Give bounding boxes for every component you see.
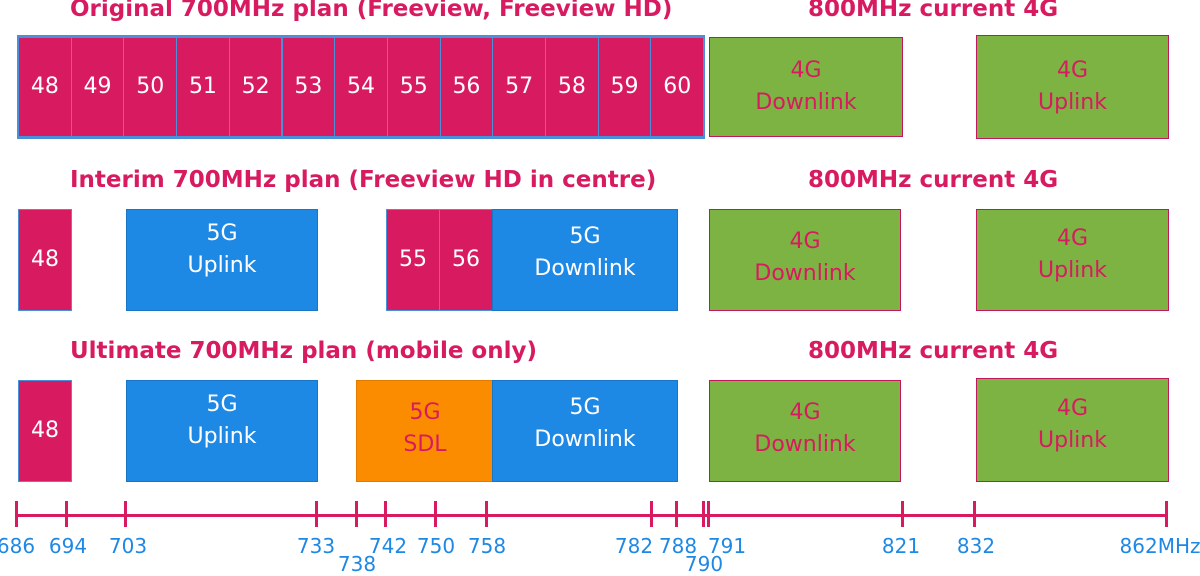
axis-tick-label-686: 686 bbox=[0, 534, 36, 558]
original-800mhz-title: 800MHz current 4G bbox=[808, 0, 1059, 22]
axis-tick-label-832: 832 bbox=[956, 534, 996, 558]
axis-tick-694 bbox=[65, 501, 68, 527]
original-channel-54: 54 bbox=[334, 37, 388, 137]
ultimate-4g-uplink-block: 4G Uplink bbox=[976, 378, 1169, 482]
axis-tick-758 bbox=[485, 501, 488, 527]
original-4g-uplink-label: 4G Uplink bbox=[1038, 58, 1107, 115]
original-channel-52-label: 52 bbox=[241, 74, 270, 99]
axis-tick-label-782: 782 bbox=[614, 534, 654, 558]
original-channel-56: 56 bbox=[439, 37, 494, 137]
interim-plan-title: Interim 700MHz plan (Freeview HD in cent… bbox=[70, 167, 657, 193]
axis-tick-791 bbox=[707, 501, 710, 527]
original-channel-48: 48 bbox=[18, 37, 72, 137]
original-channel-56-label: 56 bbox=[452, 74, 481, 99]
interim-5g-downlink-label: 5G Downlink bbox=[534, 224, 636, 281]
axis-tick-label-758: 758 bbox=[467, 534, 507, 558]
axis-tick-788 bbox=[675, 501, 678, 527]
interim-channel-56: 56 bbox=[439, 209, 493, 311]
ultimate-4g-uplink-label: 4G Uplink bbox=[1038, 396, 1107, 453]
original-channel-57-label: 57 bbox=[505, 74, 534, 99]
ultimate-channel-48-label: 48 bbox=[31, 418, 59, 443]
interim-channel-55-label: 55 bbox=[399, 247, 427, 272]
axis-tick-label-742: 742 bbox=[368, 534, 408, 558]
axis-tick-733 bbox=[315, 501, 318, 527]
original-4g-downlink-label: 4G Downlink bbox=[755, 58, 857, 115]
original-channel-59-label: 59 bbox=[610, 74, 639, 99]
original-channel-55-label: 55 bbox=[399, 74, 428, 99]
interim-5g-uplink-block: 5G Uplink bbox=[126, 209, 318, 311]
original-channel-48-label: 48 bbox=[30, 74, 59, 99]
axis-tick-label-791: 791 bbox=[707, 534, 747, 558]
ultimate-plan-title: Ultimate 700MHz plan (mobile only) bbox=[70, 338, 537, 364]
ultimate-4g-downlink-block: 4G Downlink bbox=[709, 380, 901, 482]
original-channel-51-label: 51 bbox=[188, 74, 217, 99]
axis-tick-862MHz bbox=[1165, 501, 1168, 527]
ultimate-5g-uplink-label: 5G Uplink bbox=[187, 392, 257, 449]
ultimate-5g-sdl-block: 5G SDL bbox=[356, 380, 494, 482]
axis-tick-782 bbox=[650, 501, 653, 527]
interim-4g-uplink-label: 4G Uplink bbox=[1038, 226, 1107, 283]
axis-tick-750 bbox=[434, 501, 437, 527]
interim-4g-downlink-label: 4G Downlink bbox=[754, 229, 856, 286]
ultimate-5g-downlink-label: 5G Downlink bbox=[534, 395, 636, 452]
original-channel-57: 57 bbox=[492, 37, 546, 137]
original-channel-58-label: 58 bbox=[557, 74, 586, 99]
ultimate-4g-downlink-label: 4G Downlink bbox=[754, 400, 856, 457]
original-channel-54-label: 54 bbox=[347, 74, 376, 99]
interim-channel-55: 55 bbox=[386, 209, 440, 311]
axis-tick-label-738: 738 bbox=[337, 552, 377, 576]
original-channel-59: 59 bbox=[597, 37, 652, 137]
interim-4g-downlink-block: 4G Downlink bbox=[709, 209, 901, 311]
original-channel-51: 51 bbox=[176, 37, 230, 137]
ultimate-channel-48: 48 bbox=[18, 380, 72, 482]
original-channel-49: 49 bbox=[70, 37, 125, 137]
axis-tick-703 bbox=[124, 501, 127, 527]
axis-tick-label-862MHz: 862MHz bbox=[1119, 534, 1200, 558]
ultimate-5g-sdl-label: 5G SDL bbox=[403, 400, 447, 457]
original-channel-49-label: 49 bbox=[83, 74, 112, 99]
axis-tick-label-788: 788 bbox=[658, 534, 698, 558]
original-channel-58: 58 bbox=[545, 37, 599, 137]
interim-channel-56-label: 56 bbox=[452, 247, 480, 272]
original-channel-50-label: 50 bbox=[136, 74, 165, 99]
original-channel-55: 55 bbox=[386, 37, 441, 137]
axis-tick-742 bbox=[384, 501, 387, 527]
original-channel-60: 60 bbox=[650, 37, 705, 137]
ultimate-800mhz-title: 800MHz current 4G bbox=[808, 338, 1059, 364]
interim-channel-48: 48 bbox=[18, 209, 72, 311]
frequency-axis-line bbox=[16, 514, 1168, 517]
interim-800mhz-title: 800MHz current 4G bbox=[808, 167, 1059, 193]
ultimate-5g-downlink-block: 5G Downlink bbox=[492, 380, 678, 482]
axis-tick-label-750: 750 bbox=[416, 534, 456, 558]
original-4g-downlink-block: 4G Downlink bbox=[709, 37, 903, 137]
axis-tick-790 bbox=[702, 501, 705, 527]
interim-channel-48-label: 48 bbox=[31, 247, 59, 272]
original-channel-52: 52 bbox=[228, 37, 283, 137]
axis-tick-686 bbox=[15, 501, 18, 527]
axis-tick-label-733: 733 bbox=[296, 534, 336, 558]
original-channel-53-label: 53 bbox=[294, 74, 323, 99]
interim-5g-downlink-block: 5G Downlink bbox=[492, 209, 678, 311]
axis-tick-738 bbox=[355, 501, 358, 527]
axis-tick-label-790: 790 bbox=[684, 552, 724, 576]
interim-4g-uplink-block: 4G Uplink bbox=[976, 209, 1169, 311]
axis-tick-label-694: 694 bbox=[48, 534, 88, 558]
ultimate-5g-uplink-block: 5G Uplink bbox=[126, 380, 318, 482]
original-channel-50: 50 bbox=[123, 37, 178, 137]
original-4g-uplink-block: 4G Uplink bbox=[976, 35, 1169, 139]
axis-tick-label-703: 703 bbox=[108, 534, 148, 558]
axis-tick-821 bbox=[901, 501, 904, 527]
axis-tick-832 bbox=[973, 501, 976, 527]
original-channel-53: 53 bbox=[281, 37, 336, 137]
axis-tick-label-821: 821 bbox=[881, 534, 921, 558]
original-channel-60-label: 60 bbox=[663, 74, 692, 99]
original-plan-title: Original 700MHz plan (Freeview, Freeview… bbox=[70, 0, 673, 22]
interim-5g-uplink-label: 5G Uplink bbox=[187, 221, 257, 278]
